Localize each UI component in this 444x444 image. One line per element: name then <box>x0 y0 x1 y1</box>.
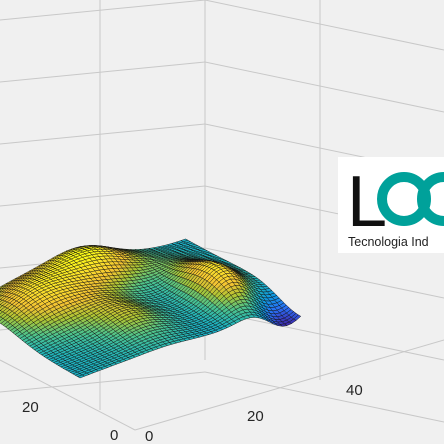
grid-line-back-right <box>204 0 444 51</box>
grid-line-back-right <box>204 247 444 299</box>
grid-line-back-right <box>204 61 444 113</box>
left-tick-0: 0 <box>110 427 118 444</box>
grid-line-back-left <box>0 0 206 21</box>
grid-line-back-right <box>204 371 444 423</box>
grid-line-back-left <box>0 61 206 83</box>
axis-ticks: 20 0 0 20 40 <box>22 382 363 444</box>
left-tick-20: 20 <box>22 399 39 416</box>
grid-line-back-left <box>0 371 206 393</box>
axis-edge-front <box>134 339 444 431</box>
surface-face <box>293 314 302 321</box>
logo-teal-ring-2 <box>417 172 444 226</box>
axis-edge-left <box>0 359 136 431</box>
company-logo: L Tecnologia Ind <box>338 157 444 253</box>
front-tick-0: 0 <box>145 428 153 444</box>
grid-line-back-left <box>0 185 206 207</box>
front-tick-40: 40 <box>346 382 363 399</box>
logo-tagline: Tecnologia Ind <box>348 235 429 249</box>
surface-mesh <box>0 238 302 379</box>
grid-line-back-left <box>0 123 206 145</box>
front-tick-20: 20 <box>247 408 264 425</box>
